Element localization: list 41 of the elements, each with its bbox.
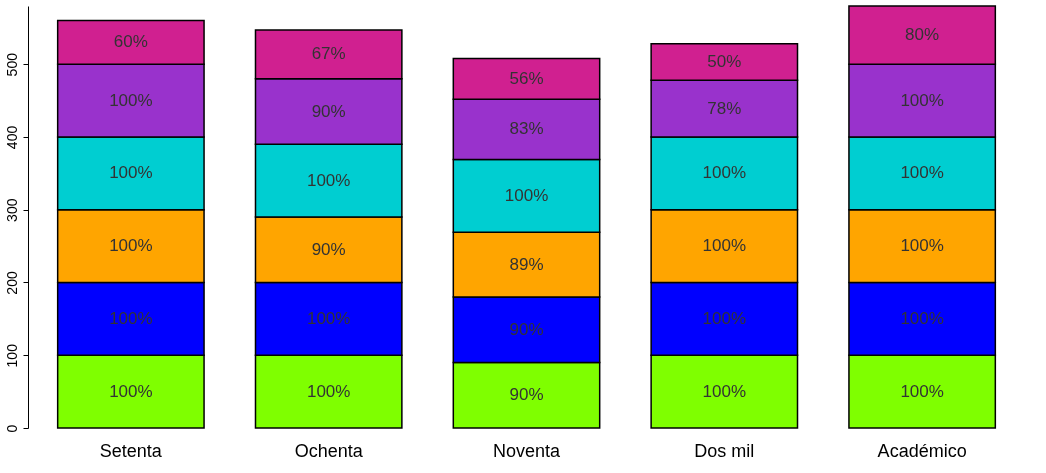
data-label: 90% xyxy=(311,101,346,121)
data-label: 100% xyxy=(702,163,747,183)
data-label: 100% xyxy=(900,163,944,183)
y-tick-label: 500 xyxy=(3,52,20,77)
data-label: 80% xyxy=(905,25,940,45)
data-label: 100% xyxy=(900,90,944,110)
y-tick-label: 0 xyxy=(3,424,20,433)
data-label: 100% xyxy=(109,90,153,110)
data-label: 89% xyxy=(509,254,544,274)
data-label: 60% xyxy=(113,32,148,52)
data-label: 100% xyxy=(702,308,747,328)
data-label: 90% xyxy=(509,319,544,339)
data-label: 67% xyxy=(311,44,346,64)
data-label: 83% xyxy=(509,119,544,139)
data-label: 100% xyxy=(702,381,747,401)
data-label: 100% xyxy=(109,381,153,401)
y-tick-label: 100 xyxy=(3,343,20,368)
data-label: 100% xyxy=(900,236,944,256)
x-tick-label: Dos mil xyxy=(694,440,755,461)
x-tick-label: Noventa xyxy=(492,440,562,461)
data-label: 100% xyxy=(109,236,153,256)
data-label: 100% xyxy=(504,185,549,205)
x-tick-label: Setenta xyxy=(99,440,163,461)
data-label: 100% xyxy=(900,308,944,328)
data-label: 90% xyxy=(311,239,346,259)
data-label: 90% xyxy=(509,385,544,405)
x-tick-label: Académico xyxy=(877,440,967,461)
data-label: 50% xyxy=(707,52,742,72)
data-label: 100% xyxy=(900,381,944,401)
data-label: 100% xyxy=(702,236,747,256)
x-tick-label: Ochenta xyxy=(294,440,364,461)
y-tick-label: 200 xyxy=(3,271,20,295)
y-tick-label: 300 xyxy=(3,198,20,222)
data-label: 78% xyxy=(707,98,742,118)
data-label: 56% xyxy=(509,68,544,88)
data-label: 100% xyxy=(109,308,153,328)
data-label: 100% xyxy=(306,170,351,190)
data-label: 100% xyxy=(109,163,153,183)
data-label: 100% xyxy=(306,381,351,401)
y-tick-label: 400 xyxy=(3,125,20,150)
data-label: 100% xyxy=(306,308,351,328)
